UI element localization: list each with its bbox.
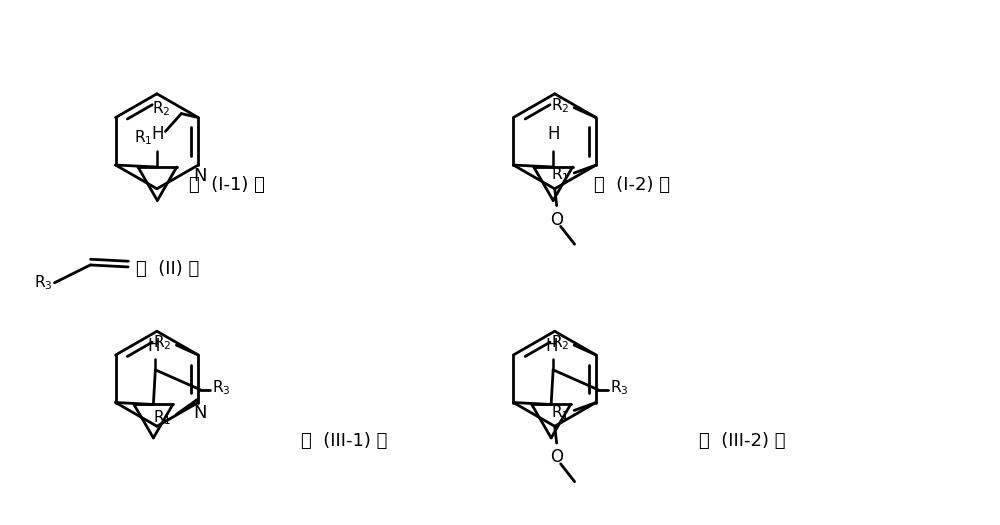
Text: R$_1$: R$_1$ xyxy=(134,128,153,146)
Text: R$_1$: R$_1$ xyxy=(551,403,569,422)
Text: H: H xyxy=(151,125,164,143)
Text: H: H xyxy=(547,125,559,143)
Text: R$_1$: R$_1$ xyxy=(551,165,569,184)
Text: R$_2$: R$_2$ xyxy=(551,96,569,115)
Text: N: N xyxy=(193,167,207,185)
Text: N: N xyxy=(193,404,207,423)
Text: R$_3$: R$_3$ xyxy=(610,379,628,397)
Text: 式  (II) ；: 式 (II) ； xyxy=(136,260,199,278)
Text: R$_2$: R$_2$ xyxy=(152,99,170,118)
Text: 式  (III-1) 、: 式 (III-1) 、 xyxy=(301,432,387,450)
Text: R$_3$: R$_3$ xyxy=(212,379,231,397)
Text: R$_1$: R$_1$ xyxy=(153,408,171,427)
Text: 式  (III-2) ；: 式 (III-2) ； xyxy=(699,432,785,450)
Text: 式  (I-1) 、: 式 (I-1) 、 xyxy=(189,176,265,194)
Text: 式  (I-2) ；: 式 (I-2) ； xyxy=(594,176,670,194)
Text: R$_2$: R$_2$ xyxy=(153,334,171,352)
Text: R$_3$: R$_3$ xyxy=(34,274,53,292)
Text: O: O xyxy=(550,448,563,466)
Text: R$_2$: R$_2$ xyxy=(551,334,569,352)
Text: H: H xyxy=(545,337,557,355)
Text: O: O xyxy=(550,211,563,228)
Text: H: H xyxy=(147,337,160,355)
